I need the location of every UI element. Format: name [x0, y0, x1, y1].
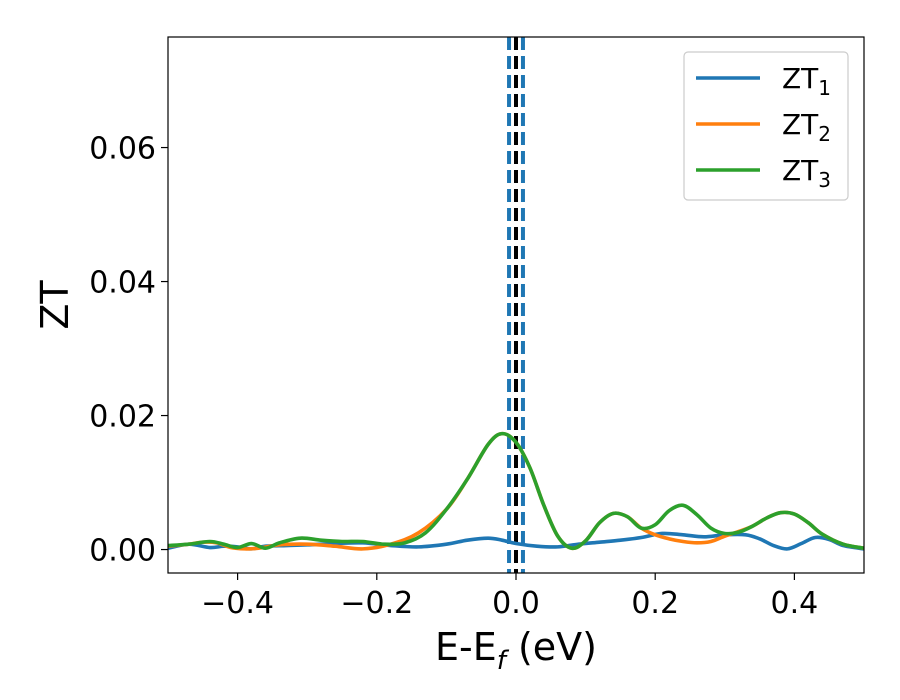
reference-lines [507, 37, 525, 573]
legend: ZT1 ZT2 ZT3 [683, 51, 849, 201]
y-axis-label: ZT [33, 280, 77, 330]
legend-box [683, 51, 849, 201]
series-line-3 [168, 431, 864, 551]
y-tick-label: 0.00 [89, 534, 156, 569]
x-axis-label-main: E-E [435, 625, 497, 669]
y-tick-label: 0.02 [89, 400, 156, 435]
y-axis-ticks: 0.00 0.02 0.04 0.06 [89, 132, 168, 569]
x-axis-ticks: −0.4 −0.2 0.0 0.2 0.4 [201, 573, 818, 621]
y-tick-label: 0.04 [89, 266, 156, 301]
y-tick-label: 0.06 [89, 132, 156, 167]
x-tick-label: 0.4 [771, 586, 819, 621]
legend-label-1: ZT1 [782, 62, 831, 100]
series-lines [168, 431, 864, 551]
x-tick-label: 0.2 [631, 586, 679, 621]
x-tick-label: 0.0 [492, 586, 540, 621]
legend-label-2: ZT2 [782, 108, 831, 146]
x-tick-label: −0.4 [201, 586, 274, 621]
x-axis-label: E-Ef (eV) [435, 625, 597, 676]
legend-label-3: ZT3 [782, 154, 831, 192]
x-axis-label-unit: (eV) [506, 625, 597, 669]
x-tick-label: −0.2 [340, 586, 413, 621]
